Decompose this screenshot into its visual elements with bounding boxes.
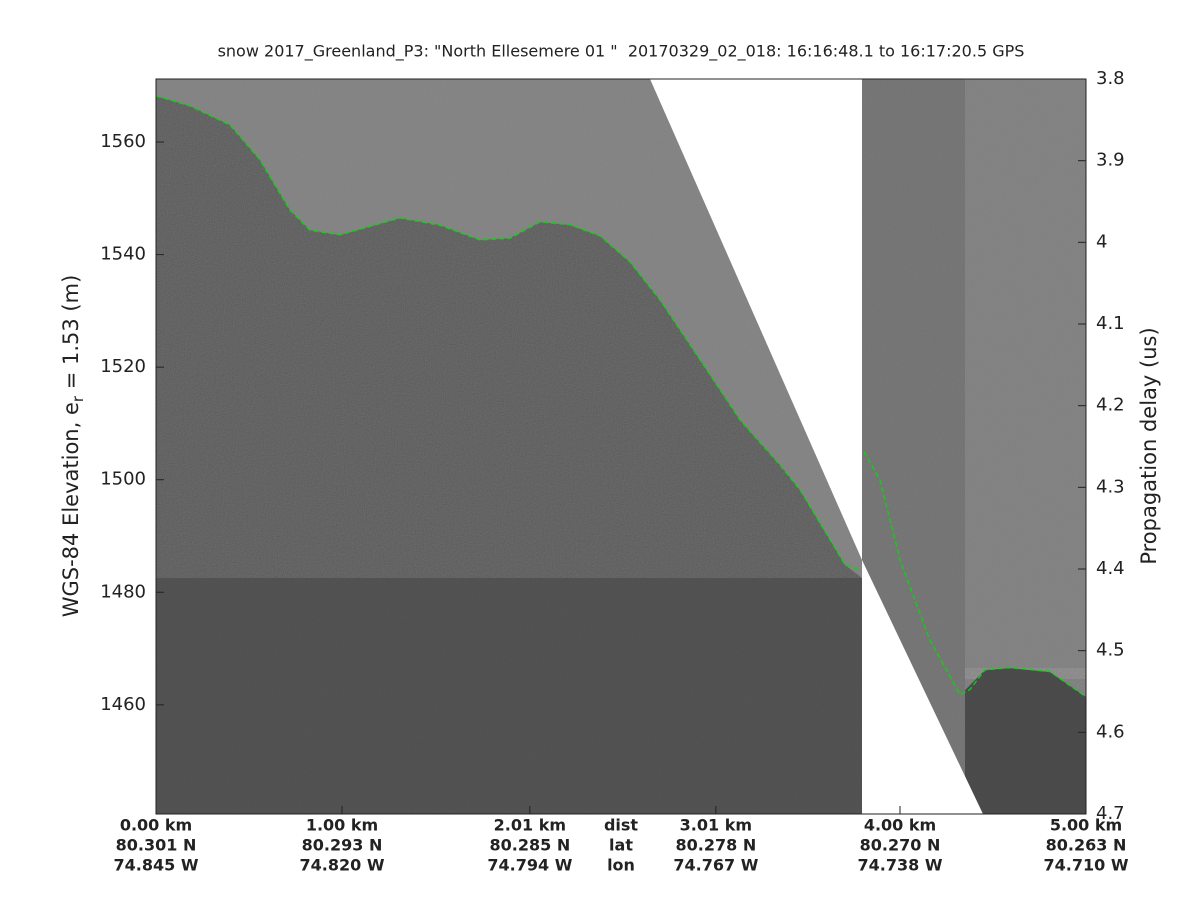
x-tick-label: 2.01 km — [494, 816, 566, 835]
lon-label: 74.710 W — [1044, 856, 1129, 875]
lon-label: 74.820 W — [300, 856, 385, 875]
y-tick-label: 1520 — [100, 356, 146, 377]
x-tick-label: 1.00 km — [306, 816, 378, 835]
no-data — [862, 560, 983, 814]
lon-label: 74.767 W — [673, 856, 758, 875]
plot-marks — [156, 95, 1086, 698]
y2-tick-label: 4.7 — [1096, 803, 1125, 824]
row-label: dist — [604, 816, 638, 835]
right-air — [965, 79, 1086, 679]
y2-tick-label: 4.1 — [1096, 313, 1125, 334]
y-tick-label: 1460 — [100, 694, 146, 715]
lon-label: 74.845 W — [114, 856, 199, 875]
y-axis-label: WGS-84 Elevation, er = 1.53 (m) — [59, 275, 87, 618]
y2-tick-label: 3.8 — [1096, 68, 1125, 89]
y2-tick-label: 4.5 — [1096, 640, 1125, 661]
lon-label: 74.794 W — [487, 856, 572, 875]
y-tick-label: 1540 — [100, 244, 146, 265]
y2-tick-label: 4.2 — [1096, 395, 1125, 416]
y2-tick-label: 4.6 — [1096, 721, 1125, 742]
x-tick-label: 4.00 km — [864, 816, 936, 835]
air-region — [156, 79, 862, 578]
lat-label: 80.285 N — [490, 836, 571, 855]
chart-title: snow 2017_Greenland_P3: "North Ellesemer… — [218, 42, 1025, 62]
lat-label: 80.270 N — [860, 836, 941, 855]
lat-label: 80.293 N — [302, 836, 383, 855]
axes-frame — [155, 78, 1087, 815]
surface-pick — [156, 95, 1086, 698]
lat-label: 80.278 N — [676, 836, 757, 855]
lat-label: 80.301 N — [116, 836, 197, 855]
lat-label: 80.263 N — [1046, 836, 1127, 855]
row-label: lat — [609, 836, 633, 855]
x-tick-label: 5.00 km — [1050, 816, 1122, 835]
y-tick-label: 1480 — [100, 581, 146, 602]
radargram — [156, 79, 1086, 814]
right-subsurface — [965, 668, 1086, 814]
y-label-sub: r — [69, 395, 87, 402]
y-label-end: = 1.53 (m) — [59, 275, 83, 396]
x-tick-label: 0.00 km — [120, 816, 192, 835]
y-label-main: WGS-84 Elevation, e — [59, 402, 83, 617]
x-tick-label: 3.01 km — [680, 816, 752, 835]
y2-tick-label: 4.3 — [1096, 476, 1125, 497]
y2-axis-label: Propagation delay (us) — [1137, 327, 1161, 564]
y-tick-label: 1560 — [100, 131, 146, 152]
lon-label: 74.738 W — [858, 856, 943, 875]
y-tick-label: 1500 — [100, 469, 146, 490]
no-data — [650, 79, 862, 560]
y2-tick-label: 4.4 — [1096, 558, 1125, 579]
row-label: lon — [607, 856, 635, 875]
y2-tick-label: 4 — [1096, 231, 1107, 252]
y2-tick-label: 3.9 — [1096, 150, 1125, 171]
